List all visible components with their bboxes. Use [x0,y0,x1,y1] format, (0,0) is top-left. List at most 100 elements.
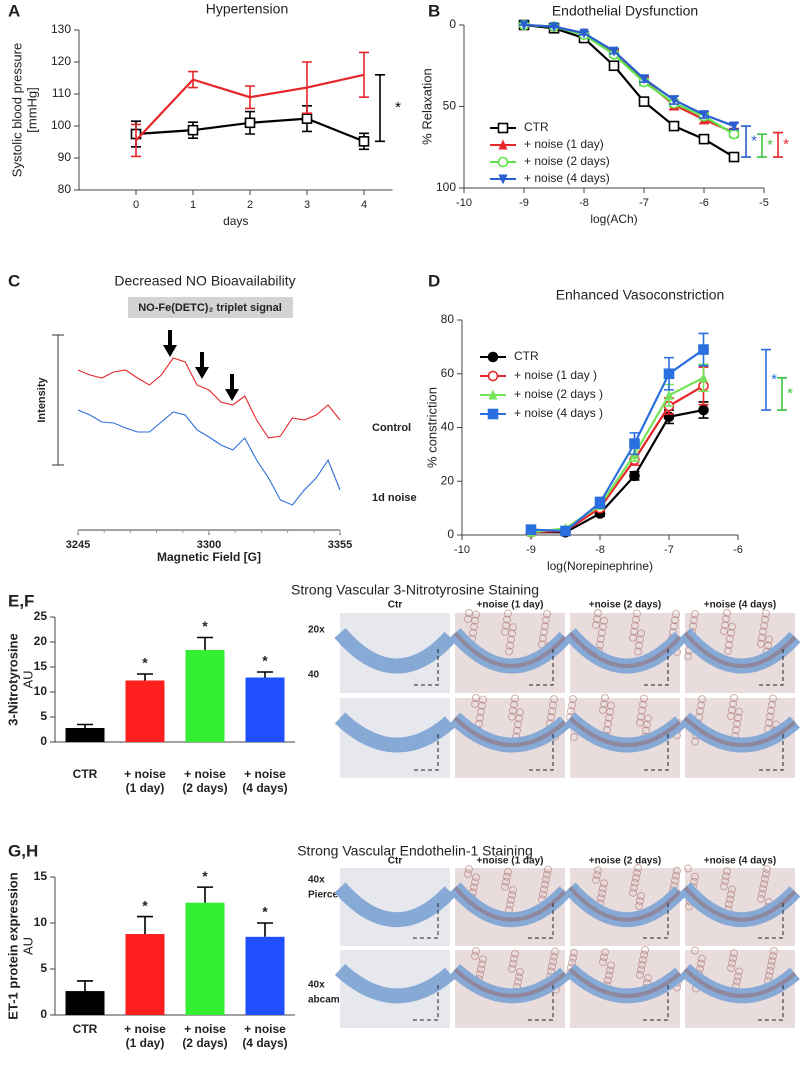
scale-bar [527,649,554,686]
vessel-wall [679,882,800,928]
bar [65,728,105,742]
chart-title: Strong Vascular Endothelin-1 Staining [297,843,533,859]
tissue-texture [516,708,524,717]
significance-bracket [757,133,767,158]
tissue-texture [765,635,773,644]
point [301,113,313,124]
x-tick-label: (1 day) [126,781,165,795]
vessel-wall [334,882,456,928]
tissue-texture [502,877,510,886]
tissue-texture [764,641,772,650]
x-tick-label: CTR [73,767,98,781]
error-bar [131,123,141,158]
scale-bar [412,649,439,686]
stain [568,631,682,668]
legend-marker [488,389,498,400]
tissue-texture [637,629,645,638]
y-tick-label: 0 [40,734,47,748]
tissue-texture [766,966,774,975]
image-row-label: 40 [308,670,320,681]
tissue-texture [501,882,509,891]
tissue-texture [691,737,699,746]
tissue-texture [632,873,640,882]
tissue-texture [734,713,742,722]
intensity-scale-bar [52,334,64,466]
tissue-texture [509,959,517,968]
x-tick-label: 3245 [66,539,90,551]
tissue-texture [733,719,741,728]
x-tick-label: (4 days) [242,781,287,795]
tissue-texture [503,615,511,624]
legend-label: + noise (2 days ) [514,387,603,401]
y-axis-label: AU [20,670,35,688]
x-tick-label: -7 [664,544,674,556]
tissue-texture [592,876,600,885]
tissue-texture [769,694,777,703]
tissue-texture [508,890,516,899]
tissue-texture [691,610,699,619]
legend-label: CTR [524,120,549,134]
tissue-texture [768,957,776,965]
tissue-texture [600,879,608,888]
image-column-label: +noise (2 days) [589,600,662,611]
y-tick-label: 0 [40,1007,47,1021]
tissue-texture [723,609,731,617]
vessel-wall [449,963,570,1004]
x-tick-label: (2 days) [182,781,227,795]
tissue-texture [638,706,646,715]
legend-marker [498,139,508,150]
x-tick-label: 2 [247,199,253,211]
error-bar [77,980,93,992]
tissue-texture [542,616,550,625]
tissue-texture [723,867,731,876]
tissue-texture [691,946,699,955]
vessel-wall [334,963,455,1004]
tissue-texture [760,879,768,888]
tissue-texture [632,615,640,624]
tissue-texture [596,640,604,649]
y-axis-label: Intensity [36,377,48,423]
y-tick-label: 0 [447,527,454,541]
tissue-texture [599,884,607,893]
tissue-texture [515,714,523,723]
y-tick-label: 5 [40,961,47,975]
stain [683,716,797,747]
stain [683,968,797,998]
tissue-texture [696,707,704,716]
point [244,117,256,129]
significance-star: * [771,371,777,388]
y-tick-label: 15 [34,869,48,883]
panel-label: C [8,271,20,290]
point [698,133,710,145]
tissue-texture [730,694,738,702]
tissue-texture [759,884,767,893]
significance-star: * [787,385,793,402]
stain [453,631,567,668]
significance-bracket [375,74,385,143]
y-tick-label: 110 [52,86,71,100]
tissue-texture [544,865,552,874]
tissue-texture [471,878,479,887]
image-column-label: +noise (4 days) [704,856,777,867]
signal-box-label: NO-Fe(DETC)₂ triplet signal [138,302,282,314]
series-line [77,357,341,439]
significance-star: * [202,868,208,884]
x-tick-label: CTR [73,1022,98,1036]
panel-label: G,H [8,841,38,860]
tissue-texture [471,616,479,625]
vessel-wall [334,712,455,753]
tissue-texture [722,615,730,624]
tissue-texture [514,720,522,729]
error-bar [257,671,273,678]
chart-title: Hypertension [206,1,289,17]
chart-title: Strong Vascular 3-Nitrotyrosine Staining [291,582,539,598]
vessel-wall [679,628,800,674]
tissue-texture [762,609,770,618]
arrow-head [163,345,177,357]
signal-box [128,297,293,318]
error-bar [77,723,93,728]
legend-marker [498,174,508,185]
tissue-texture [636,897,644,905]
tissue-texture [730,949,738,958]
tissue-texture [550,952,558,961]
